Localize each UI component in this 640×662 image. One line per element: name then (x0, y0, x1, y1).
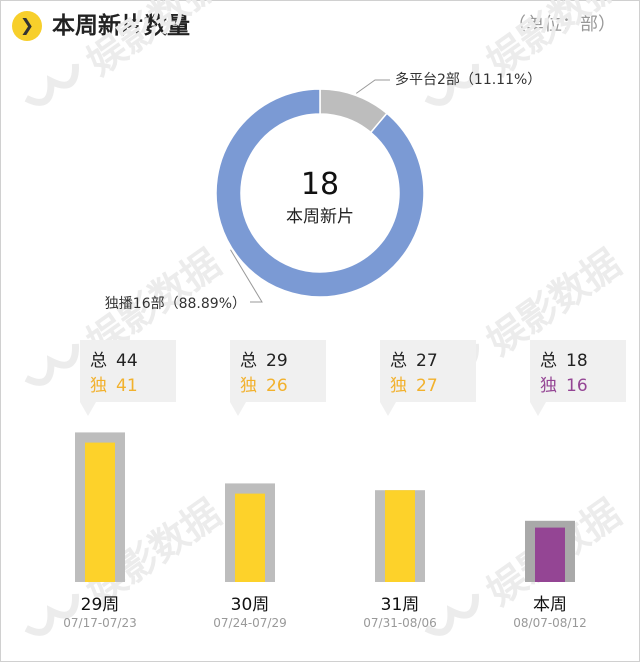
bar-exclusive (385, 490, 415, 582)
bar-total-value: 18 (566, 351, 588, 371)
bar-date-range: 07/31-08/06 (363, 616, 437, 630)
donut-center-label: 本周新片 (286, 207, 354, 227)
page-title: 本周新片数量 (52, 13, 190, 39)
bar-total-prefix: 总 (390, 351, 407, 371)
donut-label-exclusive: 独播16部（88.89%） (105, 296, 246, 312)
watermark: 娱影数据 (424, 491, 629, 636)
bar-date-range: 07/24-07/29 (213, 616, 287, 630)
bar-total-prefix: 总 (540, 351, 557, 371)
bar-exclusive-value: 26 (266, 376, 288, 396)
bar-total-prefix: 总 (240, 351, 257, 371)
chevron-right-icon: ❯ (12, 11, 42, 41)
bar-category-label: 31周 (381, 595, 420, 615)
donut-label-multi-platform: 多平台2部（11.11%） (395, 71, 541, 88)
bar-exclusive-prefix: 独 (90, 376, 107, 396)
bar-exclusive-prefix: 独 (540, 376, 557, 396)
bar-exclusive-value: 41 (116, 376, 138, 396)
watermark-text: 娱影数据 (79, 0, 229, 84)
watermark: 娱影数据 (24, 0, 229, 106)
bar-exclusive-prefix: 独 (390, 376, 407, 396)
watermark-logo-icon (424, 593, 479, 636)
bar-exclusive-prefix: 独 (240, 376, 257, 396)
unit-label: （单位：部） (508, 14, 616, 35)
bar-callout-box (230, 340, 326, 416)
bar-exclusive (85, 442, 115, 582)
bar-category-label: 29周 (81, 595, 120, 615)
watermark-logo-icon (24, 63, 79, 106)
header: ❯ 本周新片数量 （单位：部） (0, 0, 640, 56)
bar-total-prefix: 总 (90, 351, 107, 371)
bar-exclusive-value: 16 (566, 376, 588, 396)
donut-center-value: 18 (301, 167, 339, 202)
bar-date-range: 07/17-07/23 (63, 616, 137, 630)
donut-slice-exclusive (215, 88, 425, 298)
bar-exclusive (235, 493, 265, 582)
bar-exclusive-value: 27 (416, 376, 438, 396)
watermark-logo-icon (424, 63, 479, 106)
bar-total-value: 44 (116, 351, 138, 371)
bar-callout-box (80, 340, 176, 416)
bar-category-label: 本周 (533, 595, 567, 615)
bar-date-range: 08/07-08/12 (513, 616, 587, 630)
watermark-logo-icon (24, 343, 79, 386)
bar-callout-box (380, 340, 476, 416)
leader-line-exclusive (230, 249, 263, 303)
bar-category-label: 30周 (231, 595, 270, 615)
bar-callout-box (530, 340, 626, 416)
bar-total-value: 27 (416, 351, 438, 371)
bar-total-value: 29 (266, 351, 288, 371)
bar-exclusive (535, 527, 565, 582)
watermark: 娱影数据 (424, 0, 629, 106)
watermark-logo-icon (24, 593, 79, 636)
leader-line-multi-platform (355, 79, 390, 94)
